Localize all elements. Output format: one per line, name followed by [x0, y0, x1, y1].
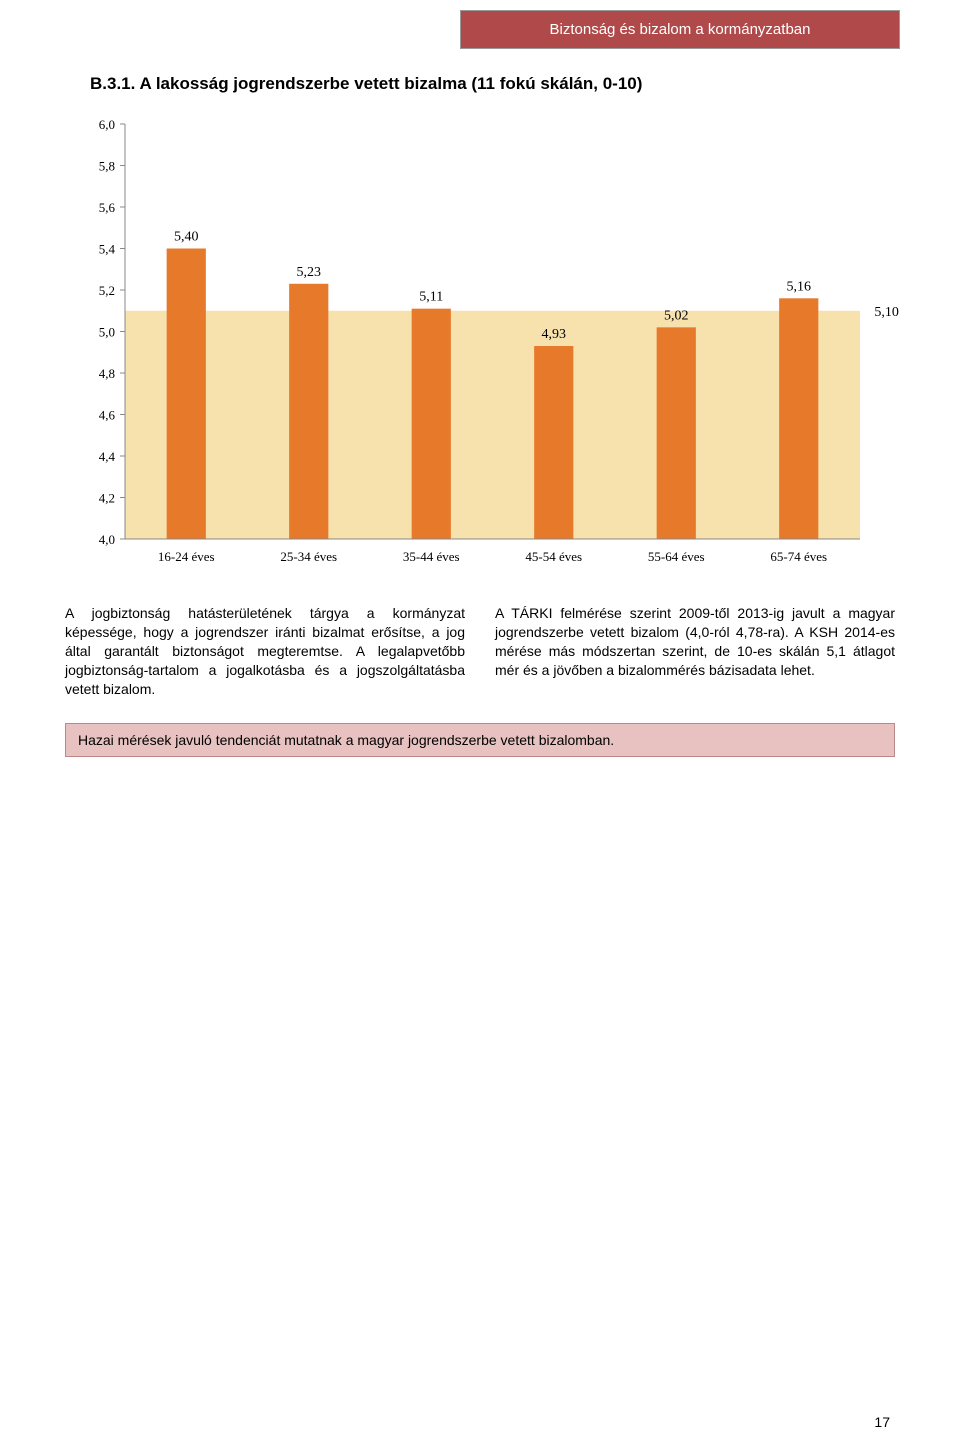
page-number: 17: [874, 1414, 890, 1430]
header-banner-text: Biztonság és bizalom a kormányzatban: [550, 21, 811, 38]
svg-text:35-44 éves: 35-44 éves: [403, 549, 460, 564]
svg-text:5,02: 5,02: [664, 308, 689, 323]
svg-text:16-24 éves: 16-24 éves: [158, 549, 215, 564]
svg-text:4,93: 4,93: [542, 327, 567, 342]
svg-text:25-34 éves: 25-34 éves: [280, 549, 337, 564]
svg-text:4,2: 4,2: [99, 491, 115, 506]
svg-text:5,8: 5,8: [99, 159, 115, 174]
bar-chart: 4,0 4,2 4,4 4,6 4,8 5,0 5,2 5,4 5,6 5,8 6,0 5,40 16-…: [70, 114, 900, 574]
svg-text:5,23: 5,23: [297, 265, 322, 280]
svg-text:4,8: 4,8: [99, 366, 115, 381]
svg-text:5,4: 5,4: [99, 242, 116, 257]
header-banner: Biztonság és bizalom a kormányzatban: [460, 10, 900, 49]
body-col-1: A jogbiztonság hatásterületének tárgya a…: [65, 604, 465, 698]
svg-text:5,40: 5,40: [174, 230, 199, 245]
svg-text:55-64 éves: 55-64 éves: [648, 549, 705, 564]
svg-text:5,10: 5,10: [874, 305, 899, 320]
highlight-box: Hazai mérések javuló tendenciát mutatnak…: [65, 723, 895, 757]
svg-text:45-54 éves: 45-54 éves: [525, 549, 582, 564]
page: Biztonság és bizalom a kormányzatban B.3…: [0, 0, 960, 1450]
svg-text:65-74 éves: 65-74 éves: [770, 549, 827, 564]
svg-text:6,0: 6,0: [99, 117, 115, 132]
svg-text:4,6: 4,6: [99, 408, 116, 423]
svg-text:4,0: 4,0: [99, 532, 115, 547]
body-columns: A jogbiztonság hatásterületének tárgya a…: [65, 604, 895, 698]
highlight-text: Hazai mérések javuló tendenciát mutatnak…: [78, 732, 614, 748]
svg-text:5,16: 5,16: [787, 279, 812, 294]
chart-title: B.3.1. A lakosság jogrendszerbe vetett b…: [90, 74, 900, 94]
svg-text:5,6: 5,6: [99, 200, 116, 215]
svg-text:5,2: 5,2: [99, 283, 115, 298]
body-col-2: A TÁRKI felmérése szerint 2009-től 2013-…: [495, 604, 895, 698]
svg-text:5,11: 5,11: [419, 290, 443, 305]
svg-text:5,0: 5,0: [99, 325, 115, 340]
svg-text:4,4: 4,4: [99, 449, 116, 464]
